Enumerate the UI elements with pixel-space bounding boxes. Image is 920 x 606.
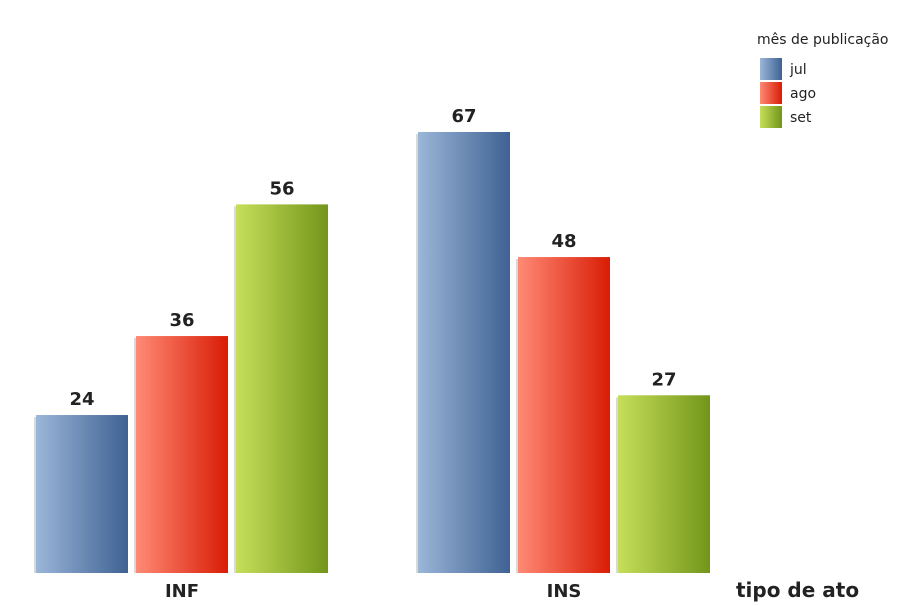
legend-swatch-jul [760,58,782,80]
legend: mês de publicação jul ago set [757,32,889,128]
bars-group [34,132,710,573]
value-label-inf-jul: 24 [69,389,94,410]
bar-inf-jul[interactable] [36,415,128,573]
bar-inf-set[interactable] [236,204,328,573]
value-label-ins-jul: 67 [451,106,476,127]
legend-swatch-set [760,106,782,128]
value-label-inf-ago: 36 [169,310,194,331]
legend-label-ago: ago [790,86,816,102]
bar-inf-ago[interactable] [136,336,228,573]
x-axis-title: tipo de ato [736,578,859,602]
legend-swatch-ago [760,82,782,104]
legend-label-set: set [790,110,812,126]
value-label-ins-ago: 48 [551,231,576,252]
value-label-ins-set: 27 [651,369,676,390]
legend-title: mês de publicação [757,32,889,48]
value-label-inf-set: 56 [269,178,294,199]
category-labels-group: INF INS [165,581,581,602]
category-label-ins: INS [547,581,582,602]
legend-label-jul: jul [789,62,807,78]
value-labels-group: 24 36 56 67 48 27 [69,106,676,410]
bar-ins-ago[interactable] [518,257,610,573]
bar-ins-set[interactable] [618,395,710,573]
category-label-inf: INF [165,581,199,602]
bar-ins-jul[interactable] [418,132,510,573]
